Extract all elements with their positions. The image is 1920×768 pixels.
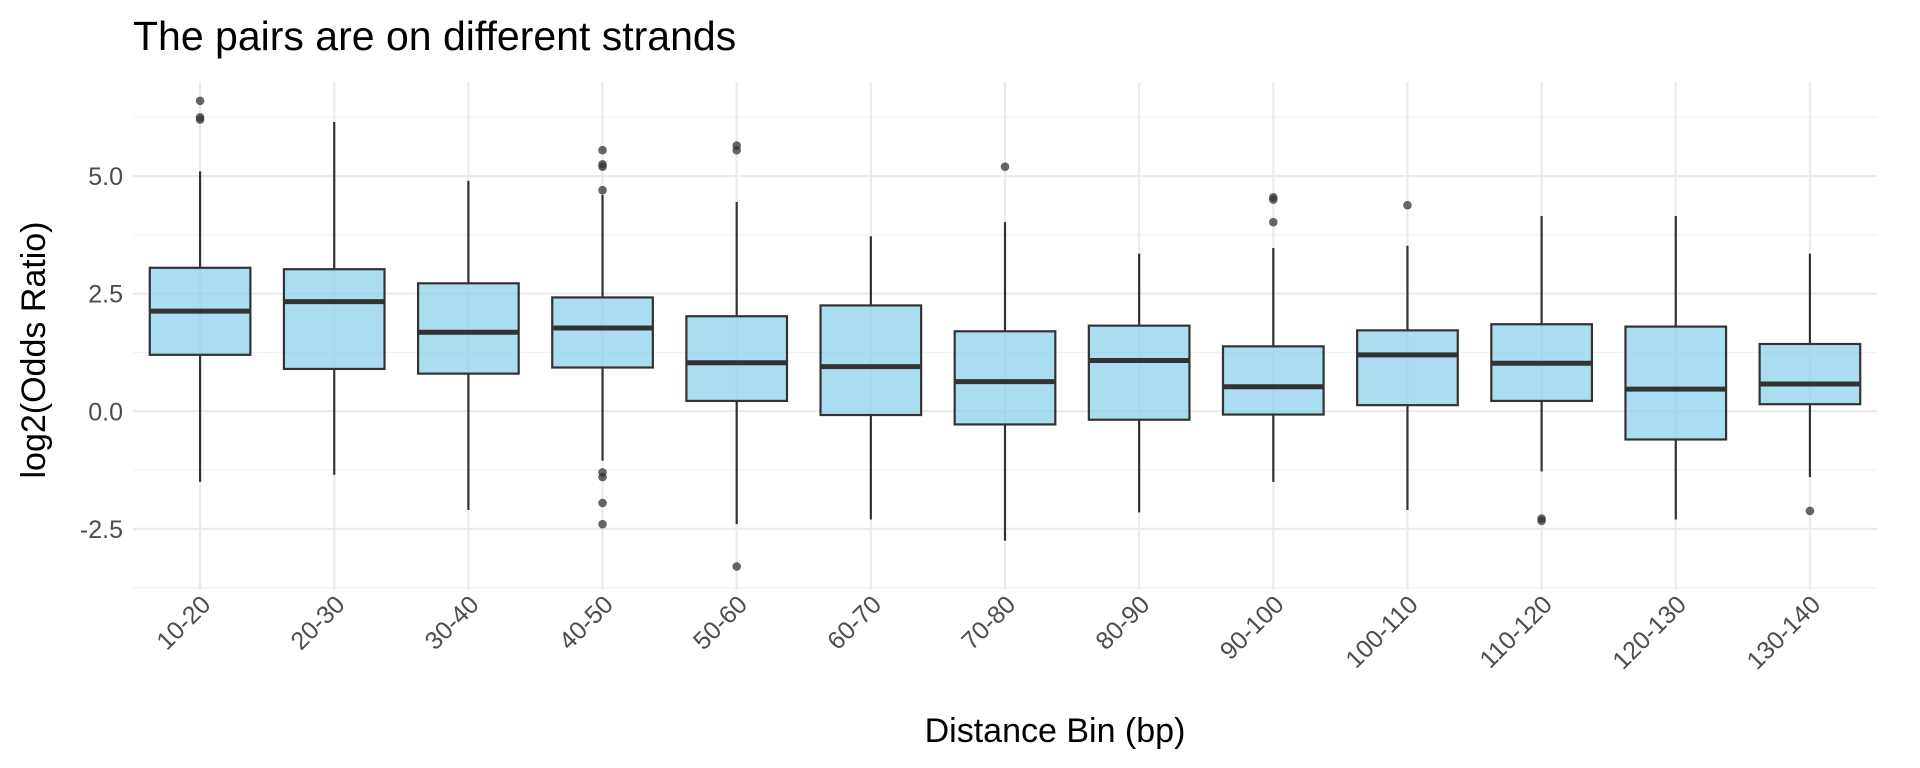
x-tick-label: 90-100 (1215, 590, 1290, 665)
x-tick-label: 60-70 (822, 590, 887, 655)
y-axis-ticks: -2.5 0.0 2.5 5.0 (80, 163, 123, 544)
boxes-group (148, 96, 1862, 571)
box-130-140 (1758, 253, 1862, 516)
y-tick-label: 5.0 (88, 163, 123, 191)
x-tick-label: 110-120 (1474, 590, 1557, 673)
outlier-point (598, 160, 607, 169)
outlier-point (1403, 200, 1412, 210)
x-tick-label: 40-50 (554, 590, 619, 655)
outlier-point (1537, 516, 1546, 526)
box-10-20 (148, 96, 252, 482)
box-iqr (685, 315, 789, 403)
x-tick-label: 50-60 (688, 590, 753, 655)
box-70-80 (953, 162, 1057, 541)
outlier-point (732, 141, 741, 150)
box-80-90 (1087, 253, 1191, 513)
outlier-point (1269, 192, 1278, 202)
x-tick-label: 80-90 (1090, 590, 1155, 655)
x-tick-label: 70-80 (956, 590, 1021, 655)
box-100-110 (1356, 200, 1459, 511)
box-20-30 (282, 121, 386, 475)
box-iqr (1087, 324, 1191, 421)
box-iqr (416, 282, 520, 375)
outlier-point (195, 96, 205, 106)
outlier-point (1000, 162, 1010, 171)
outlier-point (598, 519, 607, 529)
box-iqr (819, 304, 923, 417)
outlier-point (732, 562, 741, 571)
box-90-100 (1221, 192, 1325, 482)
box-120-130 (1624, 216, 1728, 520)
box-30-40 (416, 180, 520, 511)
box-iqr (282, 268, 386, 371)
outlier-point (598, 498, 607, 508)
box-iqr (1221, 345, 1325, 416)
outlier-point (598, 472, 607, 482)
box-110-120 (1490, 216, 1594, 526)
box-60-70 (819, 236, 923, 520)
outlier-point (598, 185, 607, 195)
x-axis-ticks: 10-20 20-30 30-40 40-50 50-60 60-70 70-80 80-90… (151, 590, 1826, 675)
y-axis-title: log2(Odds Ratio) (15, 221, 53, 478)
y-tick-label: -2.5 (80, 516, 123, 544)
x-tick-label: 120-130 (1607, 590, 1692, 675)
box-40-50 (551, 145, 654, 529)
outlier-point (1269, 217, 1278, 227)
box-iqr (1624, 325, 1728, 441)
chart-title: The pairs are on different strands (133, 13, 736, 59)
outlier-point (1805, 506, 1815, 516)
y-tick-label: 0.0 (88, 398, 123, 426)
box-iqr (953, 330, 1057, 426)
outlier-point (195, 112, 205, 122)
outlier-point (598, 145, 607, 155)
x-axis-title: Distance Bin (bp) (925, 712, 1186, 750)
box-iqr (551, 296, 654, 369)
x-tick-label: 100-110 (1340, 590, 1423, 673)
x-tick-label: 10-20 (151, 590, 216, 655)
x-tick-label: 20-30 (285, 590, 350, 655)
box-iqr (1758, 342, 1862, 406)
x-tick-label: 30-40 (420, 590, 485, 655)
box-iqr (1356, 329, 1459, 407)
box-50-60 (685, 141, 789, 571)
y-tick-label: 2.5 (88, 281, 123, 309)
x-tick-label: 130-140 (1741, 590, 1826, 675)
